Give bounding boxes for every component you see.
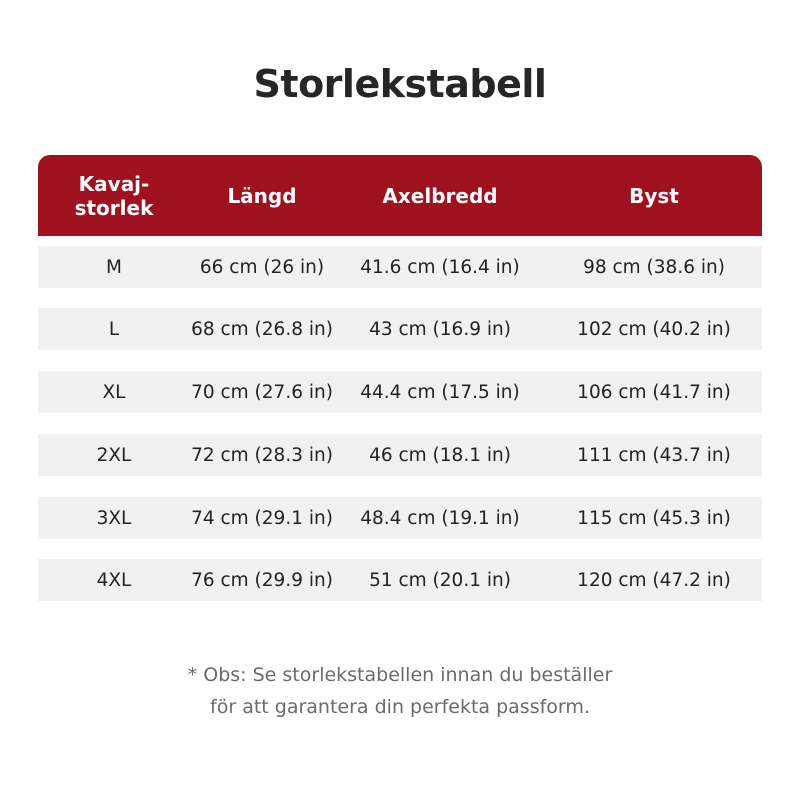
- table-row: 2XL 72 cm (28.3 in) 46 cm (18.1 in) 111 …: [38, 434, 762, 476]
- footnote-line2: för att garantera din perfekta passform.: [210, 696, 590, 718]
- cell-bust: 120 cm (47.2 in): [577, 569, 731, 591]
- cell-size: 3XL: [96, 507, 132, 529]
- cell-length: 72 cm (28.3 in): [191, 444, 333, 466]
- header-size-line1: Kavaj-: [78, 171, 150, 196]
- cell-size: 4XL: [96, 569, 132, 591]
- cell-bust: 111 cm (43.7 in): [577, 444, 731, 466]
- table-row: M 66 cm (26 in) 41.6 cm (16.4 in) 98 cm …: [38, 246, 762, 288]
- table-row: L 68 cm (26.8 in) 43 cm (16.9 in) 102 cm…: [38, 308, 762, 350]
- header-bust: Byst: [629, 183, 679, 208]
- cell-length: 68 cm (26.8 in): [191, 318, 333, 340]
- cell-size: 2XL: [96, 444, 132, 466]
- cell-shoulder: 48.4 cm (19.1 in): [360, 507, 520, 529]
- cell-length: 70 cm (27.6 in): [191, 381, 333, 403]
- cell-shoulder: 41.6 cm (16.4 in): [360, 256, 520, 278]
- cell-bust: 115 cm (45.3 in): [577, 507, 731, 529]
- page-title: Storlekstabell: [253, 62, 547, 106]
- cell-shoulder: 51 cm (20.1 in): [369, 569, 511, 591]
- footnote-line1: * Obs: Se storlekstabellen innan du best…: [187, 664, 613, 686]
- header-shoulder: Axelbredd: [382, 183, 498, 208]
- header-size-line2: storlek: [74, 195, 154, 220]
- cell-size: L: [108, 318, 120, 340]
- cell-shoulder: 43 cm (16.9 in): [369, 318, 511, 340]
- header-length: Längd: [227, 183, 297, 208]
- header-size: Kavaj- storlek: [38, 172, 190, 220]
- table-row: 3XL 74 cm (29.1 in) 48.4 cm (19.1 in) 11…: [38, 497, 762, 539]
- cell-shoulder: 46 cm (18.1 in): [369, 444, 511, 466]
- footnote: * Obs: Se storlekstabellen innan du best…: [0, 659, 800, 723]
- cell-bust: 102 cm (40.2 in): [577, 318, 731, 340]
- cell-shoulder: 44.4 cm (17.5 in): [360, 381, 520, 403]
- cell-size: XL: [102, 381, 126, 403]
- cell-length: 76 cm (29.9 in): [191, 569, 333, 591]
- table-row: XL 70 cm (27.6 in) 44.4 cm (17.5 in) 106…: [38, 371, 762, 413]
- cell-size: M: [106, 256, 122, 278]
- cell-length: 74 cm (29.1 in): [191, 507, 333, 529]
- table-header: Kavaj- storlek Längd Axelbredd Byst: [38, 155, 762, 236]
- cell-bust: 106 cm (41.7 in): [577, 381, 731, 403]
- cell-bust: 98 cm (38.6 in): [583, 256, 725, 278]
- cell-length: 66 cm (26 in): [199, 256, 325, 278]
- table-row: 4XL 76 cm (29.9 in) 51 cm (20.1 in) 120 …: [38, 559, 762, 601]
